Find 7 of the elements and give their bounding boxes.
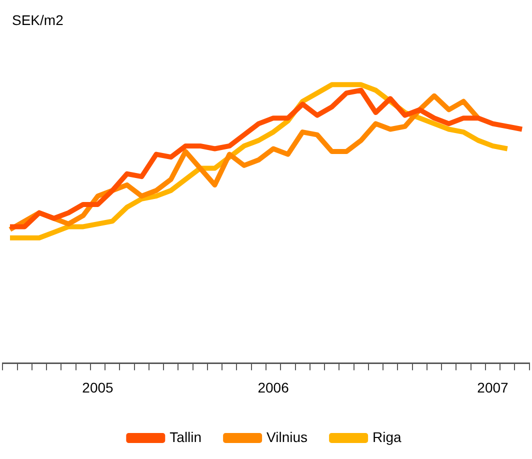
- y-axis-title: SEK/m2: [12, 12, 64, 28]
- x-tick-label: 2006: [258, 379, 290, 396]
- x-tick-label: 2007: [477, 379, 509, 396]
- x-tick-label: 2005: [82, 379, 114, 396]
- legend-label: Riga: [372, 428, 402, 445]
- legend-label: Vilnius: [266, 428, 308, 445]
- legend-label: Tallin: [170, 428, 202, 445]
